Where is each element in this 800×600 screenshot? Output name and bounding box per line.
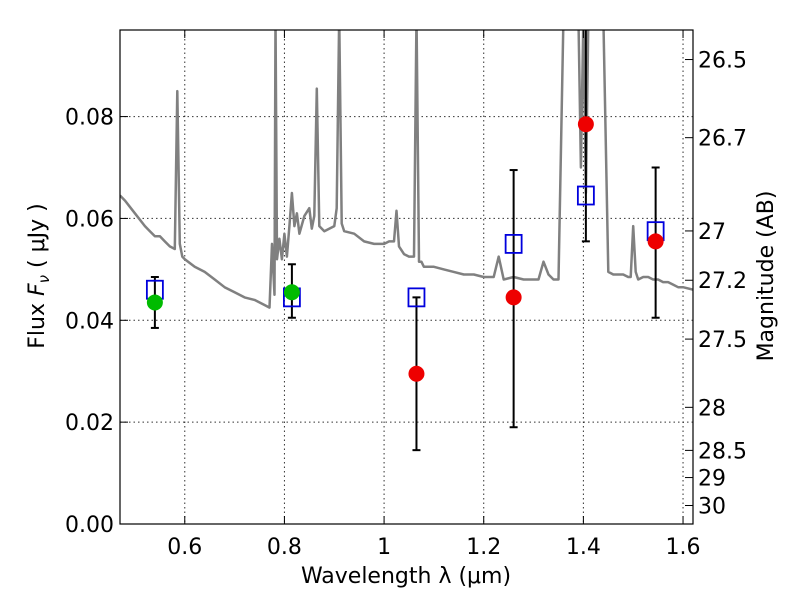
plot-frame [119,29,694,525]
x-tick-label: 0.8 [267,535,302,560]
mag-tick-label: 26.7 [698,127,747,152]
observed-point-red [647,233,664,250]
x-tick-label: 1.4 [566,535,601,560]
mag-tick-label: 28 [698,396,726,421]
observed-point-red [577,116,594,133]
model-photometry-box [407,287,426,308]
mag-tick-label: 27.5 [698,328,747,353]
mag-tick-label: 27 [698,220,726,245]
x-tick-label: 1 [377,535,391,560]
mag-tick-label: 28.5 [698,439,747,464]
y-tick-label: 0.02 [65,411,114,436]
model-photometry-box [576,185,595,206]
plot-content [120,30,693,452]
mag-tick-label: 27.2 [698,269,747,294]
y-tick-label: 0.00 [65,513,114,538]
model-photometry-box [504,233,523,254]
mag-tick-label: 26.5 [698,49,747,74]
grid [120,30,693,524]
mag-tick-label: 30 [698,495,726,520]
y-tick-label: 0.04 [65,309,114,334]
x-axis-title: Wavelength λ (μm) [301,564,511,589]
y-tick-label: 0.08 [65,106,114,131]
y-tick-label: 0.06 [65,207,114,232]
ticks: 0.6 0.8 1 1.2 1.4 1.6 0.00 0.02 0.04 0.06 0.08 26.5… [65,30,747,560]
observed-point-green [283,284,300,301]
observed-point-green [146,294,163,311]
x-tick-label: 1.2 [466,535,501,560]
x-tick-label: 0.6 [167,535,202,560]
model-spectrum-line [120,30,693,309]
x-tick-label: 1.6 [666,535,701,560]
observed-point-red [408,365,425,382]
y-axis-title: Flux Fν ( μJy ) [25,203,53,348]
observed-point-red [505,289,522,306]
mag-tick-label: 29 [698,467,726,492]
right-y-axis-title: Magnitude (AB) [754,191,779,362]
